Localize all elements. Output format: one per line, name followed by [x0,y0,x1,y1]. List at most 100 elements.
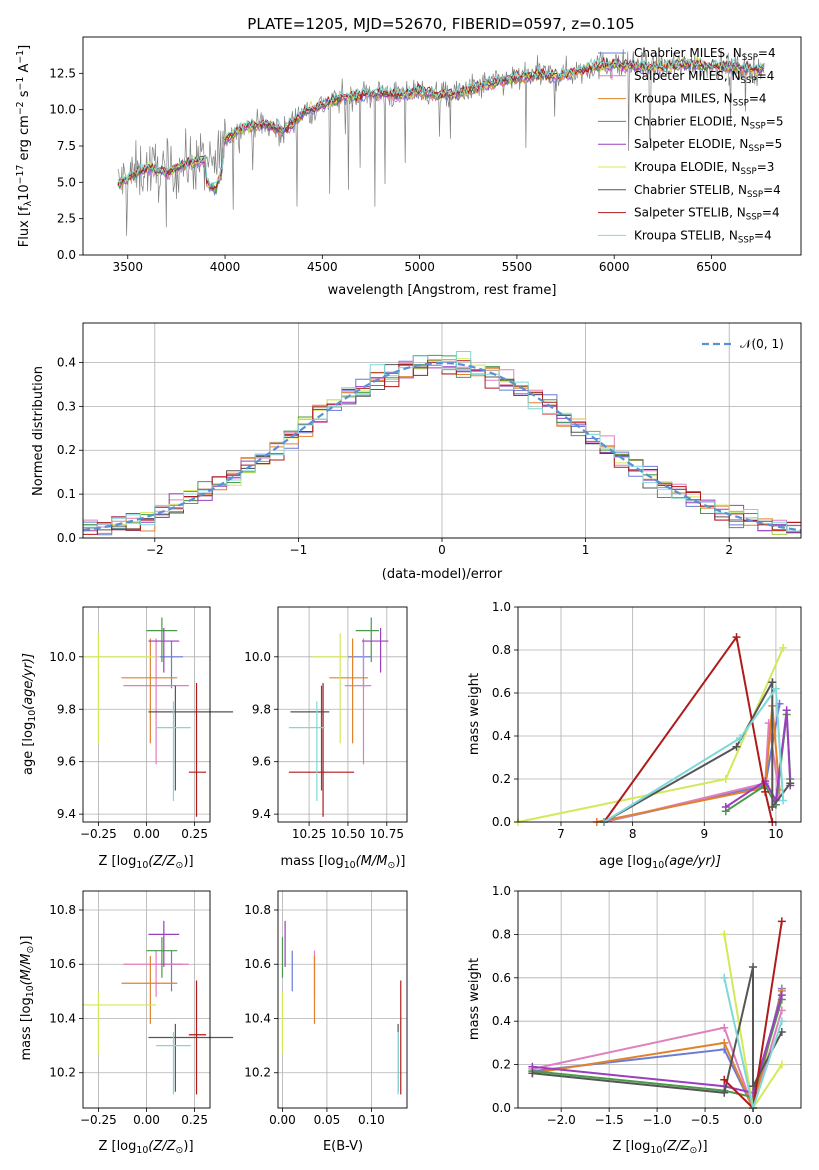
label-part: Chabrier STELIB, N [634,183,747,197]
label-part: SSP [748,144,764,154]
plot-area-weight-vs-Z [528,917,786,1112]
label-part: =4 [754,228,772,242]
label-part: −2 [15,101,26,115]
weight-marker [720,1038,729,1047]
label-part: Chabrier ELODIE, N [634,114,750,128]
label-part: 10 [136,860,148,871]
label-part: (age/yr)] [21,653,36,710]
tick-label-x: 7 [557,827,565,841]
label-part: =5 [765,137,783,151]
legend-item: Salpeter ELODIE, NSSP=5 [598,137,782,154]
label-part: =3 [757,160,775,174]
label-part: SSP [746,213,762,223]
tick-label-y: 2.5 [57,212,76,226]
label-part: )] [183,1139,193,1154]
label-part: Z [log [98,1139,136,1154]
tick-label-y: 10.6 [244,957,271,971]
tick-label-y: 0.8 [492,927,511,941]
tick-label-y: 1.0 [492,600,511,614]
errorbar-point [361,627,389,673]
label-part: Salpeter ELODIE, N [634,137,748,151]
y-axis-label: age [log10(age/yr)] [21,653,38,775]
weight-marker [782,706,791,715]
weight-marker [720,973,729,982]
tick-label-x: 1 [582,543,590,557]
tick-label-y: 10.4 [49,1011,76,1025]
label-part: )] [697,1139,707,1154]
label-part: Flux [f [17,206,32,247]
tick-label-x: −2.0 [547,1113,576,1127]
tick-label-x: 0.05 [314,1113,341,1127]
label-part: )] [183,854,193,869]
label-part: =4 [763,183,781,197]
label-part: 10 [17,184,32,201]
errorbar-point [123,638,189,765]
label-part: A [17,64,32,77]
x-axis-label: E(B-V) [323,1139,363,1154]
label-part: 10 [652,860,664,871]
label-part: )] [395,854,405,869]
label-part: Z [log [612,1139,650,1154]
y-axis-label: Flux [fλ10−17 erg cm−2 s−1 A−1] [15,45,34,247]
tick-label-y: 0.4 [57,355,76,369]
axes-mass-vs-EBV: 0.00 0.05 0.10 10.2 10.4 10.6 10.8 E(B-V) [244,890,408,1154]
tick-label-y: 0.0 [57,531,76,545]
errorbar-point [146,617,178,663]
weight-marker [761,787,770,796]
label-part: (Z/Z [148,854,176,869]
tick-label-y: 10.0 [49,103,76,117]
label-part: =5 [766,114,784,128]
label-part: −17 [15,165,26,185]
tick-label-y: 0.2 [57,443,76,457]
x-axis-label: mass [log10(M/M⊙)] [281,854,406,871]
tick-label-y: 0.3 [57,399,76,413]
label-part: 10 [650,1145,662,1156]
legend-item: Salpeter MILES, NSSP=4 [598,69,774,86]
axes-spectrum: 3500 4000 4500 5000 5500 6000 6500 0.0 2.5 5.0 7.5… [15,36,802,298]
legend-item: Kroupa MILES, NSSP=4 [598,92,767,109]
weight-marker [749,962,758,971]
weight-marker [771,684,780,693]
tick-label-x: 5500 [502,260,533,274]
y-axis-label: Normed distribution [31,366,46,496]
tick-label-y: 0.2 [492,772,511,786]
label-part: (M/M [356,854,388,869]
plot-area-spectrum [117,49,765,236]
tick-label-y: 10.6 [49,957,76,971]
tick-label-x: 9 [700,827,708,841]
errorbar-point [347,641,372,689]
axes-frame [277,606,408,823]
label-part: ⊙ [690,1145,698,1156]
errorbar-point [288,683,355,817]
legend-label: Chabrier ELODIE, NSSP=5 [634,114,783,131]
figure-title: PLATE=1205, MJD=52670, FIBERID=0597, z=0… [247,15,634,33]
plot-area-age-vs-Z [83,617,234,817]
errorbar-point [329,638,369,744]
errorbar-point [121,956,178,1024]
tick-label-y: 7.5 [57,139,76,153]
weight-marker [720,1075,729,1084]
x-axis-label: Z [log10(Z/Z⊙)] [98,1139,193,1156]
weight-marker [779,796,788,805]
tick-label-y: 0.6 [492,686,511,700]
tick-label-x: 0.0 [743,1113,762,1127]
plot-area-residuals [82,351,802,536]
legend-item: Salpeter STELIB, NSSP=4 [598,206,780,223]
tick-label-y: 9.8 [252,702,271,716]
axes-age-vs-Z: −0.25 0.00 0.259.49.69.810.0Z [log10(Z/Z⊙)… [21,606,234,871]
tick-label-x: 10.75 [370,827,404,841]
tick-label-y: 0.0 [492,815,511,829]
label-part: (age/yr)] [664,854,721,869]
axes-weight-vs-Z: −2.0 −1.5 −1.0 −0.5 0.0 0.0 0.2 0.4 0.6 0.8 1.0 Z [… [467,884,802,1156]
tick-label-x: −2 [146,543,164,557]
label-part: 10 [25,985,36,997]
x-axis-label: wavelength [Angstrom, rest frame] [328,283,557,298]
errorbar-point [355,617,380,663]
tick-label-x: 10.50 [331,827,365,841]
x-axis-label: Z [log10(Z/Z⊙)] [612,1139,707,1156]
tick-label-x: 10 [768,827,783,841]
errorbar-point [121,638,178,744]
errorbar-point [148,627,180,673]
